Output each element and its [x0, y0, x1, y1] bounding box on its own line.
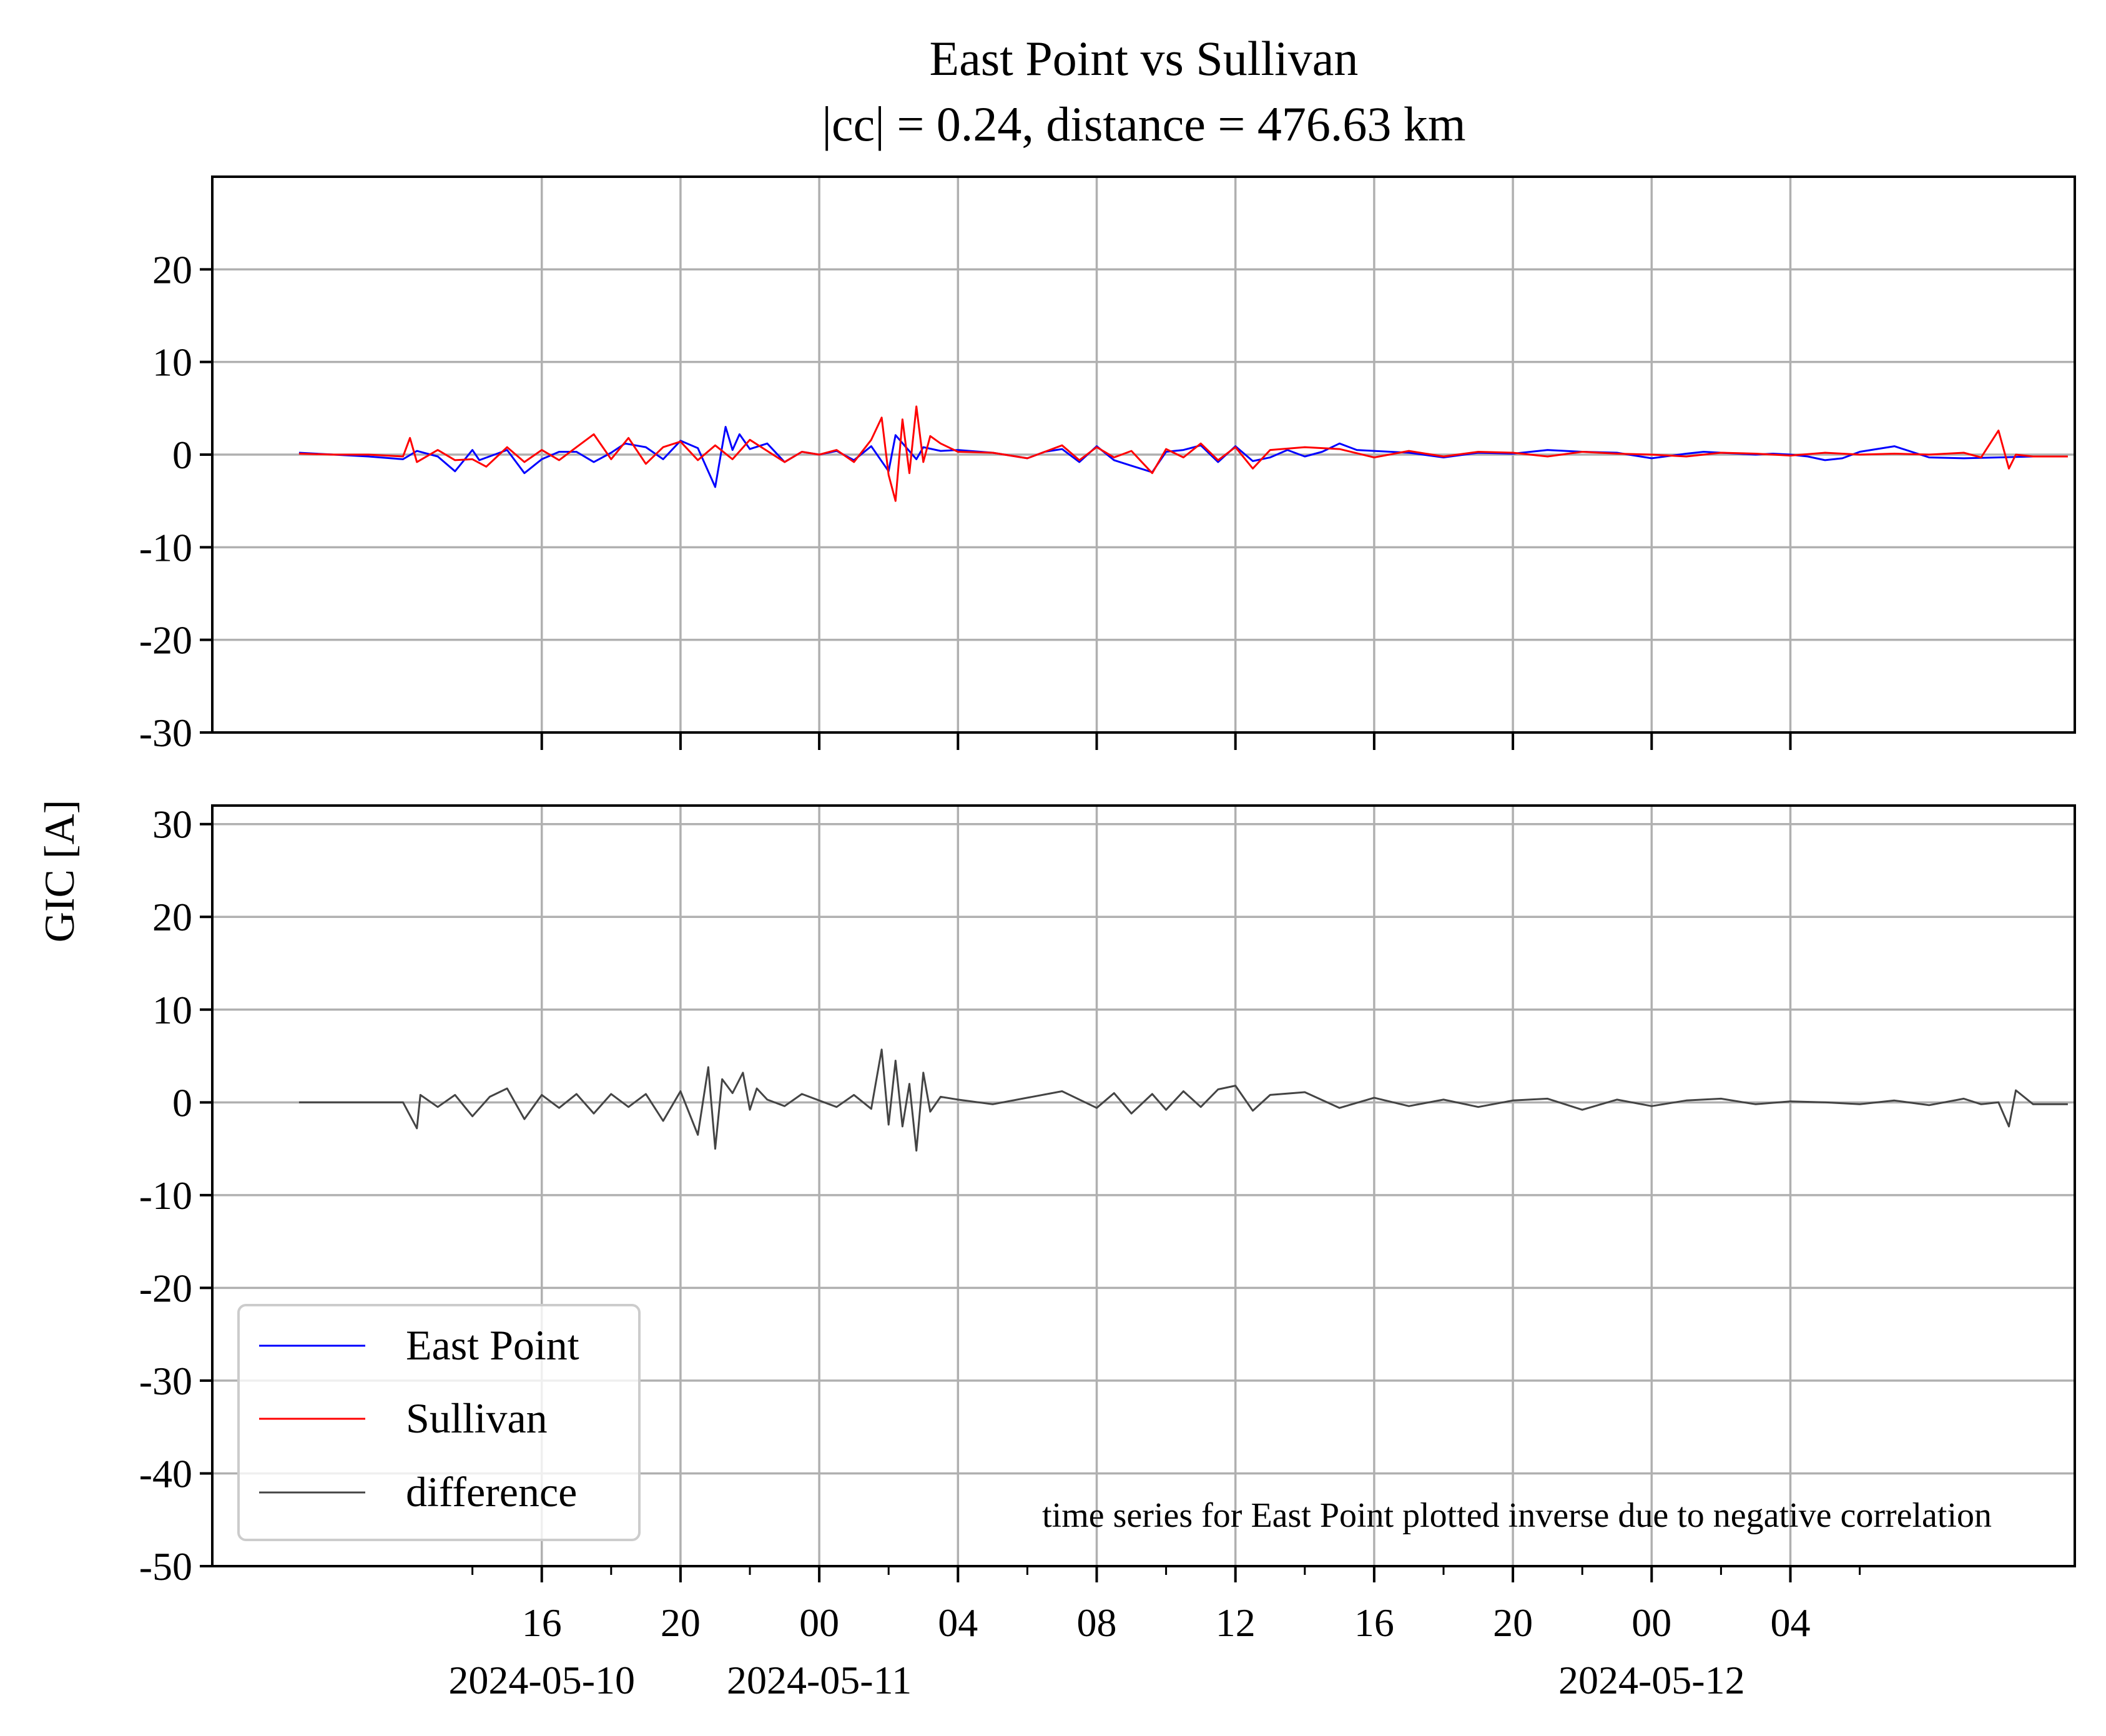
legend-frame	[237, 1304, 641, 1541]
top-y-tick-label: -10	[139, 525, 192, 570]
x-tick-label: 08	[1077, 1600, 1117, 1645]
y-axis-label: GIC [A]	[36, 800, 83, 943]
top-y-tick-label: 10	[152, 340, 192, 385]
bottom-y-tick-label: 0	[172, 1080, 192, 1125]
bottom-y-tick-label: -40	[139, 1451, 192, 1496]
legend-label-difference: difference	[406, 1468, 577, 1516]
top-panel-series	[298, 405, 2068, 502]
top-y-tick-label: -20	[139, 618, 192, 663]
x-tick-label: 20	[661, 1600, 701, 1645]
bottom-series-difference	[298, 1048, 2068, 1152]
x-axis: 16 20 00 04 08 12 16 20 00 04 2024-05-10 2024-05-11…	[448, 732, 1861, 1702]
legend-label-east-point: East Point	[406, 1321, 579, 1369]
bottom-y-tick-label: 10	[152, 988, 192, 1032]
bottom-y-axis: 30 20 10 0 -10 -20 -30 -40 -50	[139, 802, 212, 1589]
x-tick-label: 12	[1216, 1600, 1256, 1645]
x-tick-label: 16	[1354, 1600, 1394, 1645]
top-y-tick-label: 20	[152, 247, 192, 292]
bottom-y-tick-label: 20	[152, 895, 192, 939]
top-y-tick-label: -30	[139, 711, 192, 755]
x-tick-label: 04	[1770, 1600, 1810, 1645]
legend-label-sullivan: Sullivan	[406, 1394, 548, 1442]
x-date-label: 2024-05-12	[1558, 1658, 1745, 1702]
x-tick-label: 00	[1631, 1600, 1671, 1645]
x-tick-label: 04	[938, 1600, 978, 1645]
bottom-panel-series	[298, 1048, 2068, 1152]
chart-title: East Point vs Sullivan	[930, 31, 1359, 86]
x-tick-label: 16	[522, 1600, 562, 1645]
bottom-y-tick-label: -20	[139, 1266, 192, 1310]
bottom-panel-frame	[211, 804, 2076, 1567]
bottom-y-tick-label: -30	[139, 1359, 192, 1403]
top-y-tick-label: 0	[172, 433, 192, 477]
top-y-axis: 20 10 0 -10 -20 -30	[139, 247, 212, 755]
bottom-y-tick-label: 30	[152, 802, 192, 847]
legend: East Point Sullivan difference	[237, 1304, 641, 1541]
x-tick-label: 00	[799, 1600, 839, 1645]
x-date-label: 2024-05-10	[448, 1658, 635, 1702]
top-series-east-point	[298, 426, 2034, 488]
bottom-y-tick-label: -50	[139, 1544, 192, 1589]
top-panel-grid	[212, 177, 2075, 750]
x-tick-label: 20	[1493, 1600, 1533, 1645]
x-date-label: 2024-05-11	[727, 1658, 912, 1702]
chart-subtitle: |cc| = 0.24, distance = 476.63 km	[822, 97, 1465, 151]
bottom-y-tick-label: -10	[139, 1173, 192, 1218]
annotation-note: time series for East Point plotted inver…	[1042, 1496, 1992, 1535]
top-series-sullivan	[298, 405, 2068, 502]
